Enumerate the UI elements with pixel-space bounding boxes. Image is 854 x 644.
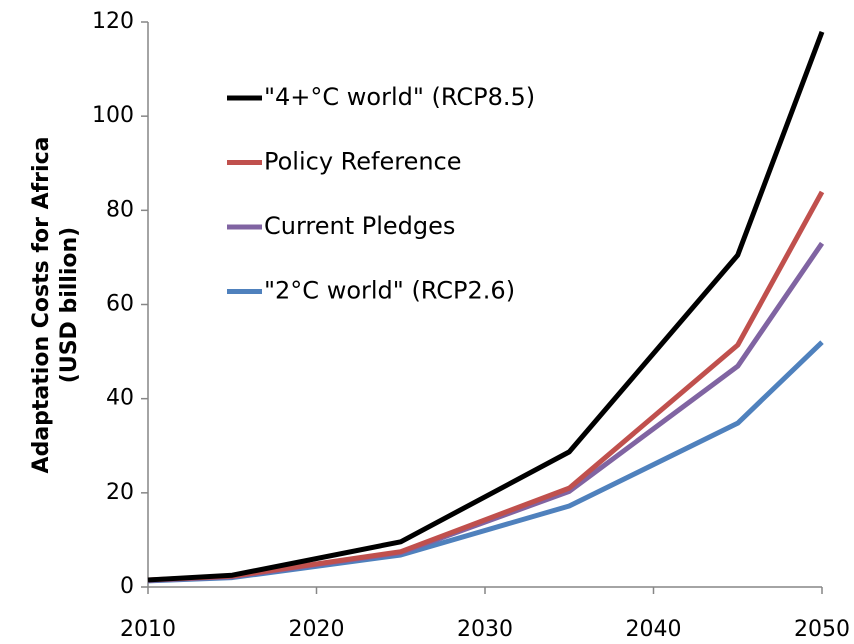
y-tick-label: 100 — [92, 103, 134, 128]
y-axis-title-line: Adaptation Costs for Africa — [29, 137, 54, 474]
x-tick-label: 2050 — [794, 617, 850, 642]
series-line — [147, 31, 825, 583]
series-line — [147, 190, 825, 583]
y-tick-label: 80 — [106, 197, 134, 222]
x-tick-label: 2020 — [289, 617, 345, 642]
y-tick-label: 40 — [106, 386, 134, 411]
y-tick-label: 60 — [106, 292, 134, 317]
legend-label: Policy Reference — [264, 148, 462, 176]
y-tick-label: 0 — [120, 574, 134, 599]
x-tick-label: 2030 — [457, 617, 513, 642]
legend-label: "4+°C world" (RCP8.5) — [264, 83, 535, 111]
legend-label: Current Pledges — [264, 212, 455, 240]
x-tick-label: 2010 — [120, 617, 176, 642]
y-axis-title: Adaptation Costs for Africa (USD billion… — [29, 137, 82, 474]
y-axis-title-line: (USD billion) — [57, 227, 82, 383]
y-tick-label: 120 — [92, 9, 134, 34]
x-tick-label: 2040 — [626, 617, 682, 642]
y-tick-label: 20 — [106, 480, 134, 505]
legend-label: "2°C world" (RCP2.6) — [264, 277, 515, 305]
